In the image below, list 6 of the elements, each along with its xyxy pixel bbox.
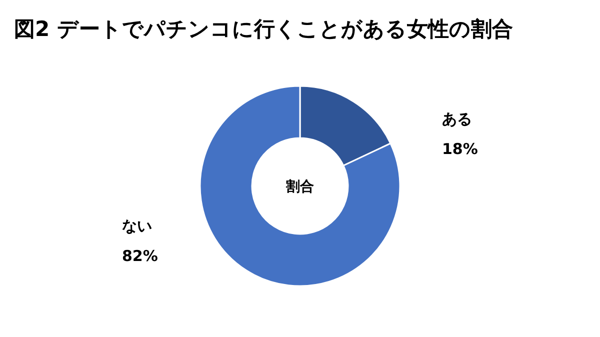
category-label: ある xyxy=(442,110,472,128)
category-label: ない xyxy=(122,216,152,235)
data-label: 82% xyxy=(122,246,158,265)
annotation: 割合 xyxy=(286,179,314,195)
data-label: 18% xyxy=(442,140,478,158)
title: 図2 デートでパチンコに行くことがある女性の割合 xyxy=(14,17,513,41)
